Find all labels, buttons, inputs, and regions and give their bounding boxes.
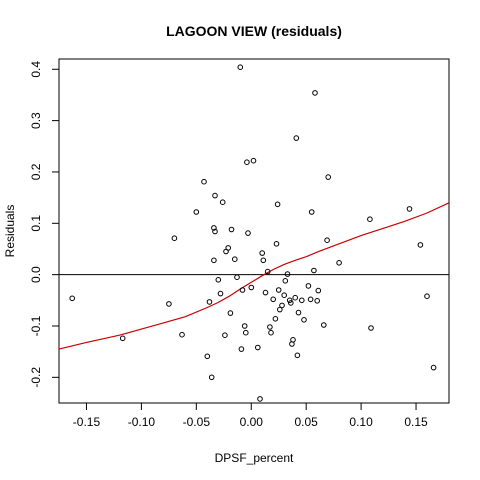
data-point: [274, 201, 281, 208]
y-tick-label: 0.3: [29, 112, 43, 129]
y-tick-label: 0.1: [29, 215, 43, 232]
data-point: [279, 302, 285, 309]
data-point: [243, 329, 249, 336]
data-point: [227, 310, 234, 316]
data-point: [275, 287, 282, 293]
data-point: [259, 250, 266, 256]
data-point: [257, 396, 263, 402]
data-point: [321, 322, 327, 328]
data-point: [217, 290, 224, 297]
y-axis-title: Residuals: [3, 205, 17, 258]
x-axis-title: DPSF_percent: [215, 451, 294, 465]
data-point: [69, 295, 75, 302]
data-point: [206, 299, 213, 305]
data-point: [293, 135, 300, 141]
data-point: [430, 364, 437, 371]
data-point: [228, 226, 235, 233]
x-tick-label: 0.05: [295, 415, 319, 429]
data-point: [424, 293, 430, 300]
data-point: [284, 271, 291, 277]
y-tick-label: 0.2: [29, 163, 43, 180]
y-tick-label: 0.0: [29, 266, 43, 283]
data-point: [244, 159, 250, 165]
data-point: [208, 374, 215, 381]
chart-title: LAGOON VIEW (residuals): [166, 23, 342, 39]
data-point: [406, 206, 413, 212]
data-point: [211, 257, 217, 264]
data-point: [294, 352, 301, 359]
data-points: [69, 64, 437, 402]
data-point: [367, 216, 373, 222]
data-point: [166, 301, 172, 307]
data-point: [301, 317, 307, 323]
data-point: [241, 323, 248, 329]
data-point: [315, 287, 322, 294]
data-point: [237, 64, 244, 70]
y-tick-label: 0.4: [29, 61, 43, 78]
trend-line: [58, 202, 450, 350]
data-point: [250, 157, 257, 164]
data-point: [264, 268, 271, 275]
data-point: [312, 90, 318, 96]
data-point: [245, 230, 251, 236]
data-point: [204, 353, 211, 360]
y-axis: -0.2 -0.1 0.0 0.1 0.2 0.3 0.4: [29, 61, 59, 388]
data-point: [260, 257, 267, 264]
data-point: [225, 245, 231, 251]
data-point: [270, 296, 277, 303]
data-point: [219, 199, 226, 205]
data-point: [262, 289, 269, 296]
data-point: [273, 241, 280, 247]
data-point: [234, 274, 240, 281]
x-axis: -0.15 -0.10 -0.05 0.00 0.05 0.10 0.15: [73, 403, 428, 429]
data-point: [272, 316, 279, 322]
data-point: [325, 174, 332, 180]
data-point: [119, 335, 126, 342]
data-point: [232, 256, 238, 263]
data-point: [211, 225, 217, 231]
data-point: [268, 329, 274, 336]
data-point: [288, 300, 294, 306]
data-point: [292, 294, 299, 301]
data-point: [417, 242, 424, 248]
y-tick-label: -0.1: [29, 315, 43, 336]
data-point: [307, 296, 314, 303]
data-point: [277, 306, 283, 313]
x-tick-label: 0.15: [404, 415, 428, 429]
data-point: [201, 178, 207, 185]
data-point: [311, 267, 317, 274]
x-tick-label: -0.10: [128, 415, 156, 429]
x-tick-label: -0.05: [183, 415, 211, 429]
y-tick-label: -0.2: [29, 367, 43, 388]
data-point: [212, 192, 218, 199]
data-point: [267, 324, 273, 330]
data-point: [324, 237, 330, 243]
data-point: [179, 331, 185, 338]
data-point: [368, 325, 374, 331]
data-point: [193, 209, 200, 215]
data-point: [212, 228, 218, 235]
data-point: [295, 309, 302, 316]
data-point: [308, 209, 315, 215]
data-point: [314, 298, 321, 304]
data-point: [248, 284, 255, 291]
x-tick-label: 0.10: [349, 415, 373, 429]
data-point: [286, 297, 293, 304]
data-point: [215, 277, 222, 283]
data-point: [336, 260, 342, 266]
x-tick-label: 0.00: [240, 415, 264, 429]
x-tick-label: -0.15: [73, 415, 101, 429]
data-point: [171, 235, 178, 241]
data-point: [222, 332, 228, 339]
data-point: [290, 337, 296, 343]
data-point: [282, 278, 289, 284]
data-point: [239, 287, 246, 293]
data-point: [305, 283, 312, 289]
data-point: [281, 292, 288, 299]
data-point: [238, 346, 245, 352]
plot-frame: [58, 58, 450, 404]
data-point: [299, 297, 305, 304]
data-point: [254, 344, 261, 351]
